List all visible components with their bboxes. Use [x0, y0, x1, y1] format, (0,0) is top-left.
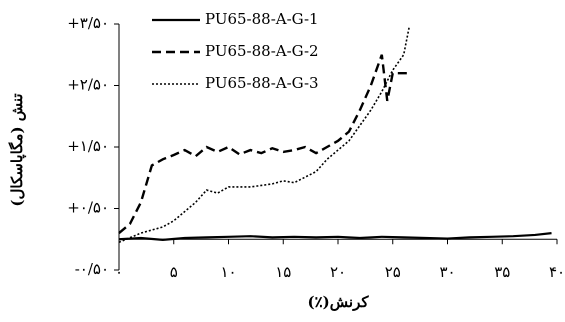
y-axis-title: تنش (مگاپاسکال)	[8, 93, 27, 206]
series-line	[118, 232, 552, 241]
x-tick-label: ۰	[115, 263, 123, 281]
x-tick-label: ۳۰	[439, 263, 455, 281]
y-tick-label: +۳/۵۰	[67, 14, 109, 32]
x-tick-label: ۵	[170, 263, 178, 281]
x-axis-title: کرنش(٪)	[308, 293, 370, 311]
x-tick-label: ۳۵	[494, 263, 510, 281]
legend-label: PU65-88-A-G-3	[205, 74, 319, 92]
x-tick-label: ۲۵	[385, 263, 401, 281]
y-tick-label: +۱/۵۰	[67, 137, 109, 155]
series-line	[118, 54, 410, 235]
x-tick-label: ۲۰	[330, 263, 346, 281]
legend-label: PU65-88-A-G-1	[205, 10, 319, 28]
series-line	[118, 26, 410, 244]
x-tick-label: ۱۰	[220, 263, 236, 281]
y-tick-label: -۰/۵۰	[75, 260, 109, 278]
x-tick-label: ۱۵	[275, 263, 291, 281]
y-tick-label: +۰/۵۰	[67, 199, 109, 217]
legend-label: PU65-88-A-G-2	[205, 42, 319, 60]
y-tick-label: +۲/۵۰	[67, 76, 109, 94]
x-tick-label: ۴۰	[549, 263, 565, 281]
